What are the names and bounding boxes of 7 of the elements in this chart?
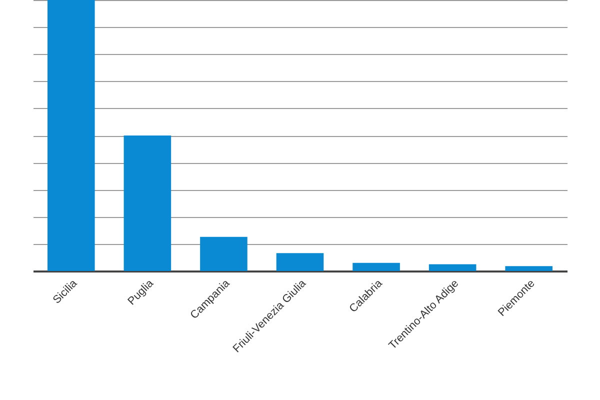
bar — [47, 0, 95, 271]
bar — [352, 262, 400, 271]
bar — [276, 253, 324, 271]
bar — [200, 236, 248, 271]
bar — [505, 266, 553, 271]
bar — [428, 264, 476, 271]
bar — [124, 136, 172, 271]
